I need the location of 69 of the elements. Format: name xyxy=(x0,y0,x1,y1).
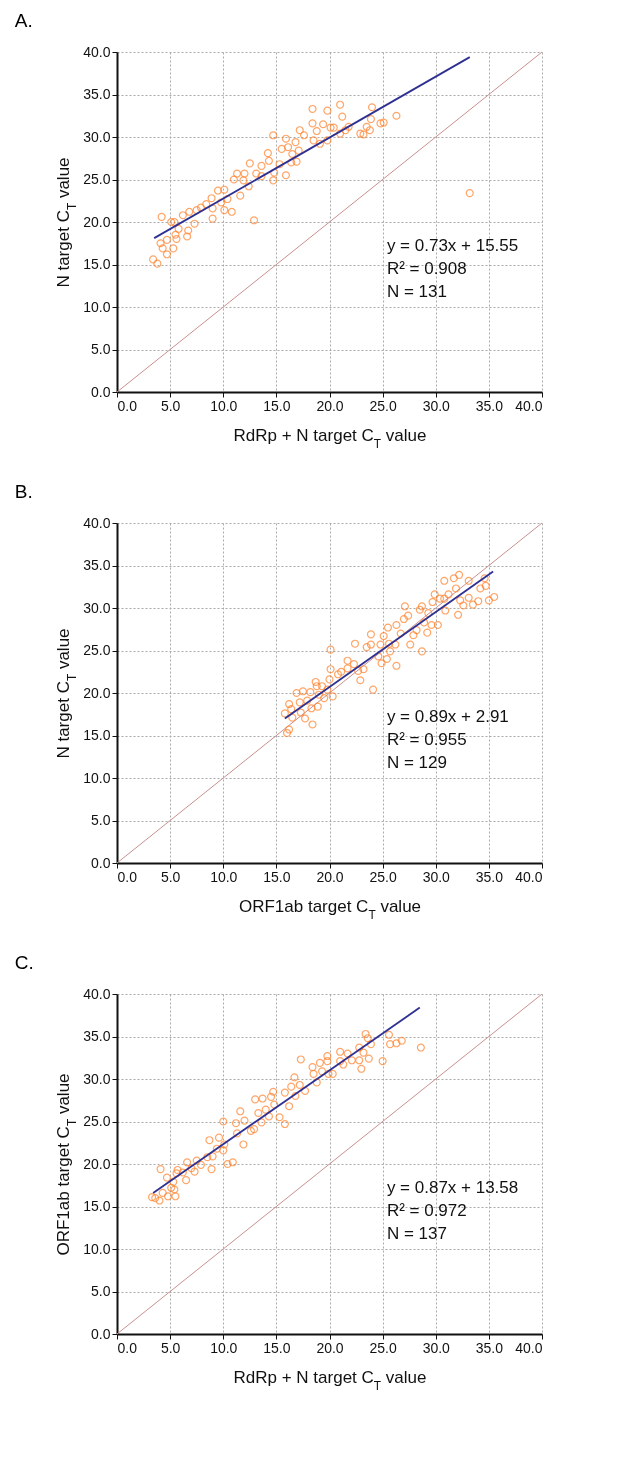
x-tick-label: 40.0 xyxy=(515,397,543,414)
x-tick-label: 5.0 xyxy=(160,397,181,414)
y-tick-label: 25.0 xyxy=(83,171,111,187)
annotation: R² = 0.908 xyxy=(386,258,467,278)
x-tick-label: 35.0 xyxy=(475,1339,504,1356)
annotation: N = 137 xyxy=(386,1223,447,1243)
x-tick-label: 25.0 xyxy=(369,1339,397,1356)
x-tick-label: 0.0 xyxy=(117,397,138,414)
x-tick-label: 25.0 xyxy=(369,868,397,885)
x-tick-label: 20.0 xyxy=(316,1339,344,1356)
y-tick-label: 25.0 xyxy=(83,642,111,658)
y-tick-label: 10.0 xyxy=(83,769,111,786)
x-axis-title: RdRp + N target C$_{T}$ value xyxy=(233,1367,427,1393)
annotation: y = 0.89x + 2.91 xyxy=(386,706,509,726)
x-axis-title: RdRp + N target C$_{T}$ value xyxy=(233,425,427,451)
x-tick-label: 40.0 xyxy=(515,868,543,885)
x-tick-label: 30.0 xyxy=(422,1339,451,1356)
annotation: R² = 0.955 xyxy=(386,729,467,749)
annotation: N = 129 xyxy=(386,752,447,772)
y-tick-label: 30.0 xyxy=(83,1070,111,1087)
y-tick-label: 5.0 xyxy=(91,341,111,357)
x-tick-label: 10.0 xyxy=(210,397,238,414)
x-tick-label: 0.0 xyxy=(117,868,138,885)
x-tick-label: 0.0 xyxy=(117,1339,138,1356)
x-tick-label: 5.0 xyxy=(160,868,181,885)
annotation: y = 0.87x + 13.58 xyxy=(386,1177,519,1197)
chart-title: B. xyxy=(14,481,33,502)
y-tick-label: 20.0 xyxy=(83,213,111,230)
y-tick-label: 0.0 xyxy=(91,854,111,871)
x-axis-title: ORF1ab target C$_{T}$ value xyxy=(238,896,422,922)
y-tick-label: 25.0 xyxy=(83,1113,111,1129)
y-tick-label: 35.0 xyxy=(83,1028,111,1044)
x-tick-label: 25.0 xyxy=(369,397,397,414)
x-tick-label: 35.0 xyxy=(475,868,504,885)
x-tick-label: 15.0 xyxy=(263,397,291,414)
x-tick-label: 20.0 xyxy=(316,397,344,414)
y-tick-label: 5.0 xyxy=(91,812,111,828)
y-tick-label: 35.0 xyxy=(83,557,111,573)
y-tick-label: 40.0 xyxy=(83,514,111,531)
annotation: R² = 0.972 xyxy=(386,1200,467,1220)
x-tick-label: 10.0 xyxy=(210,1339,238,1356)
y-tick-label: 0.0 xyxy=(91,383,111,400)
chart-title: A. xyxy=(14,10,33,31)
x-tick-label: 10.0 xyxy=(210,868,238,885)
annotation: y = 0.73x + 15.55 xyxy=(386,235,519,255)
x-tick-label: 30.0 xyxy=(422,868,451,885)
x-tick-label: 30.0 xyxy=(422,397,451,414)
y-tick-label: 35.0 xyxy=(83,86,111,102)
y-tick-label: 5.0 xyxy=(91,1283,111,1299)
annotation: N = 131 xyxy=(386,281,447,301)
y-tick-label: 20.0 xyxy=(83,684,111,701)
chart-title: C. xyxy=(14,952,34,973)
x-tick-label: 35.0 xyxy=(475,397,504,414)
y-tick-label: 40.0 xyxy=(83,985,111,1002)
y-tick-label: 30.0 xyxy=(83,128,111,145)
y-tick-label: 10.0 xyxy=(83,1240,111,1257)
x-tick-label: 40.0 xyxy=(515,1339,543,1356)
x-tick-label: 20.0 xyxy=(316,868,344,885)
y-tick-label: 0.0 xyxy=(91,1325,111,1342)
x-tick-label: 5.0 xyxy=(160,1339,181,1356)
y-tick-label: 15.0 xyxy=(83,1198,111,1214)
x-tick-label: 15.0 xyxy=(263,868,291,885)
y-tick-label: 15.0 xyxy=(83,256,111,272)
x-tick-label: 15.0 xyxy=(263,1339,291,1356)
y-tick-label: 15.0 xyxy=(83,727,111,743)
y-tick-label: 30.0 xyxy=(83,599,111,616)
y-tick-label: 40.0 xyxy=(83,43,111,60)
y-tick-label: 10.0 xyxy=(83,298,111,315)
y-tick-label: 20.0 xyxy=(83,1155,111,1172)
